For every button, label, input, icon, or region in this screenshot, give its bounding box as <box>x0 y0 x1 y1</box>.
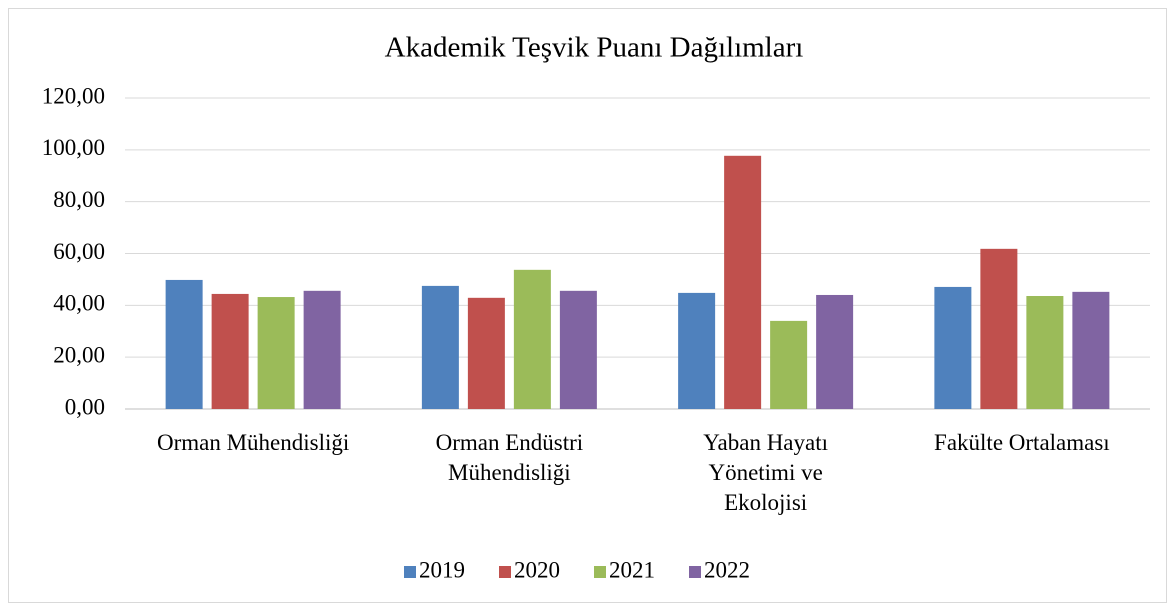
bar <box>303 290 341 409</box>
legend-swatch <box>499 566 511 578</box>
bar <box>770 320 808 409</box>
x-tick-label: Fakülte Ortalaması <box>934 430 1110 455</box>
y-tick-label: 120,00 <box>42 83 105 108</box>
x-tick-label: Yaban Hayatı Yönetimi ve Ekolojisi <box>703 430 829 515</box>
y-tick-label: 0,00 <box>65 394 105 419</box>
bar <box>165 279 203 409</box>
y-tick-label: 100,00 <box>42 135 105 160</box>
legend-label: 2021 <box>609 557 655 582</box>
chart-title: Akademik Teşvik Puanı Dağılımları <box>385 32 804 64</box>
bar <box>211 293 249 409</box>
x-tick-label: Orman Endüstri Mühendisliği <box>435 430 584 485</box>
legend-swatch <box>689 566 701 578</box>
bar <box>421 285 459 409</box>
y-tick-label: 80,00 <box>53 187 105 212</box>
legend-swatch <box>404 566 416 578</box>
x-tick-label: Orman Mühendisliği <box>156 430 350 455</box>
bar <box>513 269 551 409</box>
bar <box>980 248 1018 409</box>
bar <box>816 294 854 409</box>
bar <box>257 297 295 409</box>
bar <box>934 286 972 409</box>
legend-label: 2022 <box>704 557 750 582</box>
legend-swatch <box>594 566 606 578</box>
legend-label: 2020 <box>514 557 560 582</box>
bar <box>467 297 505 409</box>
bar <box>678 292 716 409</box>
y-tick-label: 40,00 <box>53 291 105 316</box>
legend-label: 2019 <box>419 557 465 582</box>
bar <box>1026 296 1064 409</box>
bar <box>559 290 597 409</box>
y-tick-label: 20,00 <box>53 342 105 367</box>
bar <box>1072 291 1110 409</box>
y-tick-label: 60,00 <box>53 239 105 264</box>
bar <box>724 155 762 409</box>
